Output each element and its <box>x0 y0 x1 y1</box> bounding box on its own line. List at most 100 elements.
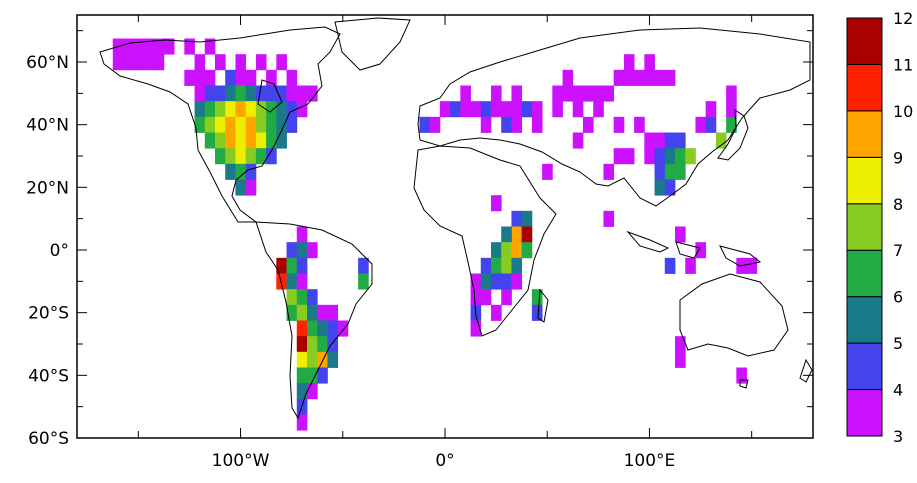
heatmap-cell <box>470 320 482 337</box>
heatmap-cell <box>215 132 226 149</box>
heatmap-cell <box>276 116 287 133</box>
heatmap-cell <box>654 163 666 180</box>
heatmap-cell <box>460 85 471 102</box>
heatmap-cell <box>531 289 543 306</box>
heatmap-cell <box>562 85 574 102</box>
colorbar-label: 9 <box>893 148 903 167</box>
heatmap-cell <box>255 148 267 165</box>
heatmap-cell <box>327 304 339 321</box>
heatmap-cell <box>317 367 328 384</box>
heatmap-cell <box>593 101 604 118</box>
heatmap-cell <box>204 38 216 55</box>
colorbar-bin <box>846 342 883 391</box>
heatmap-cell <box>521 210 533 227</box>
heatmap-cell <box>675 351 686 368</box>
heatmap-cell <box>613 148 625 165</box>
colorbar-bin <box>846 389 883 437</box>
heatmap-cell <box>286 101 298 118</box>
heatmap-cell <box>327 320 339 337</box>
heatmap-cell <box>501 101 512 118</box>
heatmap-cell <box>664 69 676 86</box>
heatmap-cell <box>307 320 318 337</box>
heatmap-cell <box>480 257 492 274</box>
heatmap-cell <box>296 414 308 431</box>
heatmap-cell <box>562 69 574 86</box>
heatmap-cell <box>133 38 144 55</box>
heatmap-cell <box>286 69 298 86</box>
heatmap-cell <box>235 85 247 102</box>
heatmap-cell <box>726 85 737 102</box>
heatmap-cell <box>307 383 318 400</box>
heatmap-cell <box>715 132 727 149</box>
heatmap-cell <box>194 69 206 86</box>
heatmap-cell <box>255 116 267 133</box>
heatmap-cell <box>552 101 563 118</box>
heatmap-cell <box>491 242 502 259</box>
heatmap-cell <box>286 289 298 306</box>
heatmap-cell <box>194 54 206 71</box>
heatmap-cell <box>184 69 195 86</box>
heatmap-cell <box>491 273 502 290</box>
heatmap-cell <box>726 101 737 118</box>
heatmap-cell <box>194 116 206 133</box>
heatmap-cell <box>266 116 277 133</box>
heatmap-cell <box>235 101 247 118</box>
heatmap-cell <box>603 163 615 180</box>
heatmap-cell <box>572 101 584 118</box>
heatmap-cell <box>286 85 298 102</box>
heatmap-cell <box>317 304 328 321</box>
heatmap-cell <box>266 69 277 86</box>
heatmap-cell <box>143 54 155 71</box>
heatmap-cell <box>296 289 308 306</box>
heatmap-cell <box>286 257 298 274</box>
heatmap-cell <box>123 54 134 71</box>
heatmap-cell <box>317 336 328 353</box>
colorbar-label: 3 <box>893 427 903 446</box>
heatmap-cell <box>286 242 298 259</box>
heatmap-cell <box>255 85 267 102</box>
heatmap-cell <box>654 179 666 196</box>
heatmap-cell <box>204 69 216 86</box>
heatmap-cell <box>511 257 523 274</box>
heatmap-cell <box>644 54 655 71</box>
colorbar: 12 11 10 9 8 7 6 5 4 3 <box>846 9 913 446</box>
heatmap-cell <box>511 210 523 227</box>
heatmap-cell <box>644 148 655 165</box>
heatmap-cell <box>225 69 236 86</box>
heatmap-cell <box>296 101 308 118</box>
heatmap-cell <box>235 132 247 149</box>
heatmap-cell <box>194 101 206 118</box>
heatmap-cell <box>276 257 287 274</box>
heatmap-cell <box>644 69 655 86</box>
heatmap-cell <box>531 304 543 321</box>
heatmap-cell <box>307 336 318 353</box>
y-tick-label: 20°N <box>26 178 69 198</box>
y-tick-label: 60°S <box>28 429 69 449</box>
heatmap-cell <box>746 257 758 274</box>
heatmap-cell <box>245 179 257 196</box>
heatmap-cell <box>112 54 124 71</box>
heatmap-cell <box>531 101 543 118</box>
heatmap-cell <box>337 320 349 337</box>
heatmap-cell <box>664 163 676 180</box>
y-tick-label: 60°N <box>26 53 69 73</box>
heatmap-cell <box>654 148 666 165</box>
y-tick-label: 20°S <box>28 304 69 324</box>
heatmap-cell <box>685 257 696 274</box>
axes: 100°W 0° 100°E 60°N 40°N 20°N 0° 20°S 40°S 60°S <box>26 14 814 471</box>
heatmap-cell <box>491 304 502 321</box>
heatmap-cell <box>675 163 686 180</box>
heatmap-cell <box>583 85 594 102</box>
heatmap-cell <box>531 116 543 133</box>
heatmap-cell <box>123 38 134 55</box>
heatmap-cell <box>296 367 308 384</box>
heatmap-cell <box>613 116 625 133</box>
heatmap-cell <box>255 101 267 118</box>
heatmap-cell <box>276 54 287 71</box>
colorbar-label: 8 <box>893 195 903 214</box>
heatmap-cell <box>225 132 236 149</box>
heatmap-cell <box>675 148 686 165</box>
heatmap-cell <box>501 116 512 133</box>
heatmap-cell <box>307 242 318 259</box>
